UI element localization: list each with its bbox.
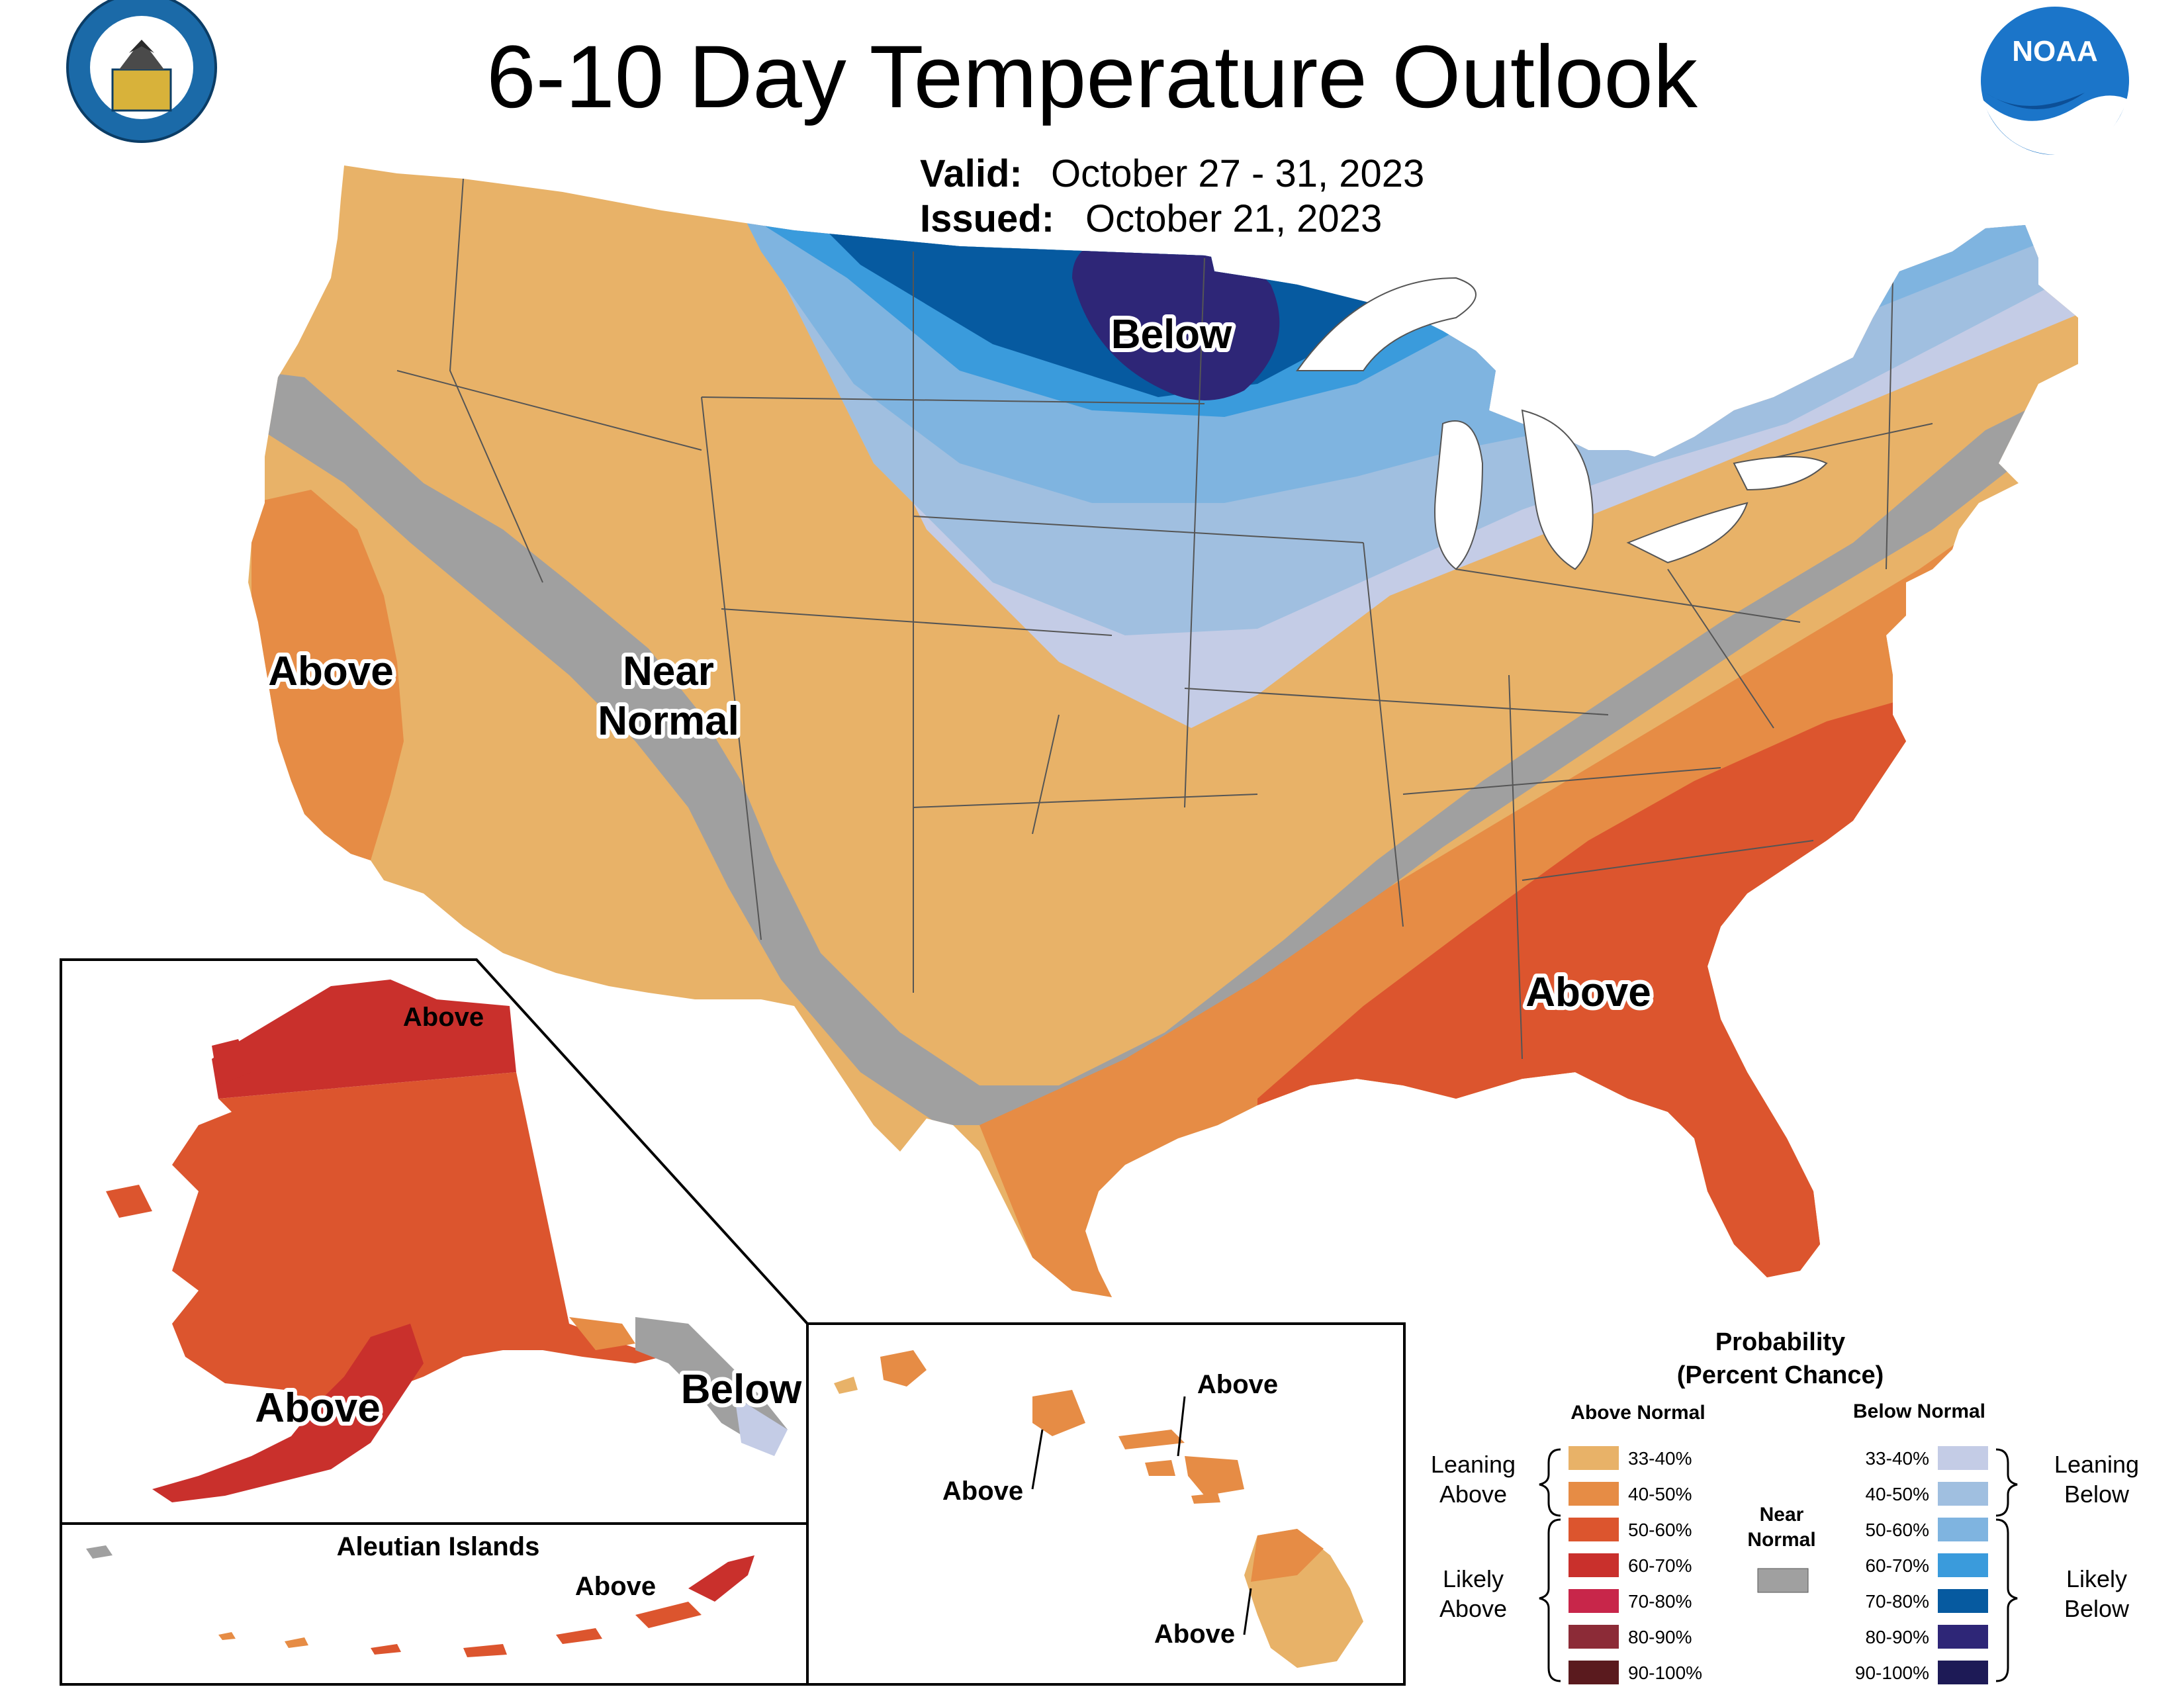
noaa-logo: NOAA [1981,7,2129,156]
hawaii-above-oahu-label: Above [942,1477,1023,1506]
legend-below-range-5: 70-80% [1865,1591,1929,1612]
legend-leaning-above-line1: Leaning [1431,1451,1516,1478]
legend-below-range-2: 40-50% [1865,1484,1929,1504]
legend-below-swatch-1 [1938,1446,1988,1470]
legend-above-range-1: 33-40% [1628,1448,1692,1469]
page-title: 6-10 Day Temperature Outlook [486,28,1698,126]
issued-label: Issued: [920,197,1054,240]
legend-below-range-4: 60-70% [1865,1555,1929,1576]
legend-below-swatch-6 [1938,1625,1988,1649]
valid-label: Valid: [920,152,1023,195]
legend-near-normal-swatch [1757,1568,1809,1593]
issued-date: October 21, 2023 [1085,197,1382,240]
legend-leaning-above-line2: Above [1439,1481,1507,1508]
alaska-below-panhandle-label: Below [681,1367,802,1412]
legend-above-range-6: 80-90% [1628,1627,1692,1647]
noaa-logo-text: NOAA [2012,35,2098,68]
aleutian-islands-title: Aleutian Islands [337,1532,540,1561]
legend-above-swatch-3 [1569,1518,1619,1541]
conus-above-southeast-label: Above [1525,970,1651,1015]
legend-near-normal-line1: Near [1760,1504,1804,1526]
legend-above-range-7: 90-100% [1628,1663,1702,1683]
legend-title-line1: Probability [1715,1328,1845,1356]
legend-above-range-2: 40-50% [1628,1484,1692,1504]
legend-near-normal-line2: Normal [1747,1529,1815,1551]
legend-leaning-below-line2: Below [2064,1481,2130,1508]
legend: Probability (Percent Chance) Above Norma… [1431,1328,2139,1684]
aleutian-islands-inset: Aleutian Islands Above [60,1522,809,1686]
legend-brackets [1539,1448,2018,1682]
alaska-inset: Above Above Below [60,958,809,1525]
legend-leaning-below-line1: Leaning [2054,1451,2139,1478]
hawaii-inset: Above Above Above [806,1322,1406,1686]
valid-date: October 27 - 31, 2023 [1051,152,1424,195]
legend-above-swatch-1 [1569,1446,1619,1470]
hawaii-above-kauai-label: Above [1197,1370,1278,1399]
legend-below-range-6: 80-90% [1865,1627,1929,1647]
conus-near-normal-label-line2: Normal [598,698,739,744]
legend-above-swatch-2 [1569,1482,1619,1506]
hawaii-above-big-island-label: Above [1154,1620,1235,1649]
legend-above-swatch-7 [1569,1661,1619,1684]
legend-likely-above-line2: Above [1439,1595,1507,1622]
legend-below-swatch-5 [1938,1589,1988,1613]
legend-above-range-5: 70-80% [1628,1591,1692,1612]
legend-below-range-1: 33-40% [1865,1448,1929,1469]
legend-below-swatch-2 [1938,1482,1988,1506]
legend-above-swatch-5 [1569,1589,1619,1613]
alaska-above-southwest-label: Above [255,1385,380,1431]
conus-near-normal-label-line1: Near [623,649,714,694]
legend-above-range-3: 50-60% [1628,1520,1692,1540]
legend-title-line2: (Percent Chance) [1677,1361,1884,1389]
legend-likely-below-line2: Below [2064,1595,2130,1622]
legend-above-swatch-6 [1569,1625,1619,1649]
legend-below-range-7: 90-100% [1855,1663,1929,1683]
legend-above-swatch-4 [1569,1553,1619,1577]
conus-above-west-label: Above [268,649,393,694]
legend-likely-above-line1: Likely [1443,1565,1504,1592]
alaska-above-north-label: Above [403,1003,484,1032]
legend-below-swatch-7 [1938,1661,1988,1684]
legend-above-swatches: 33-40% 40-50% 50-60% 60-70% 70-80% 80-90… [1569,1446,1702,1684]
legend-below-swatch-4 [1938,1553,1988,1577]
legend-above-range-4: 60-70% [1628,1555,1692,1576]
aleutian-above-label: Above [575,1572,656,1601]
commerce-seal-logo [66,0,217,143]
legend-below-swatches: 33-40% 40-50% 50-60% 60-70% 70-80% 80-90… [1855,1446,1988,1684]
legend-above-header: Above Normal [1570,1402,1705,1424]
conus-below-label: Below [1111,312,1232,357]
legend-below-swatch-3 [1938,1518,1988,1541]
legend-below-range-3: 50-60% [1865,1520,1929,1540]
legend-likely-below-line1: Likely [2066,1565,2127,1592]
legend-below-header: Below Normal [1853,1400,1985,1422]
